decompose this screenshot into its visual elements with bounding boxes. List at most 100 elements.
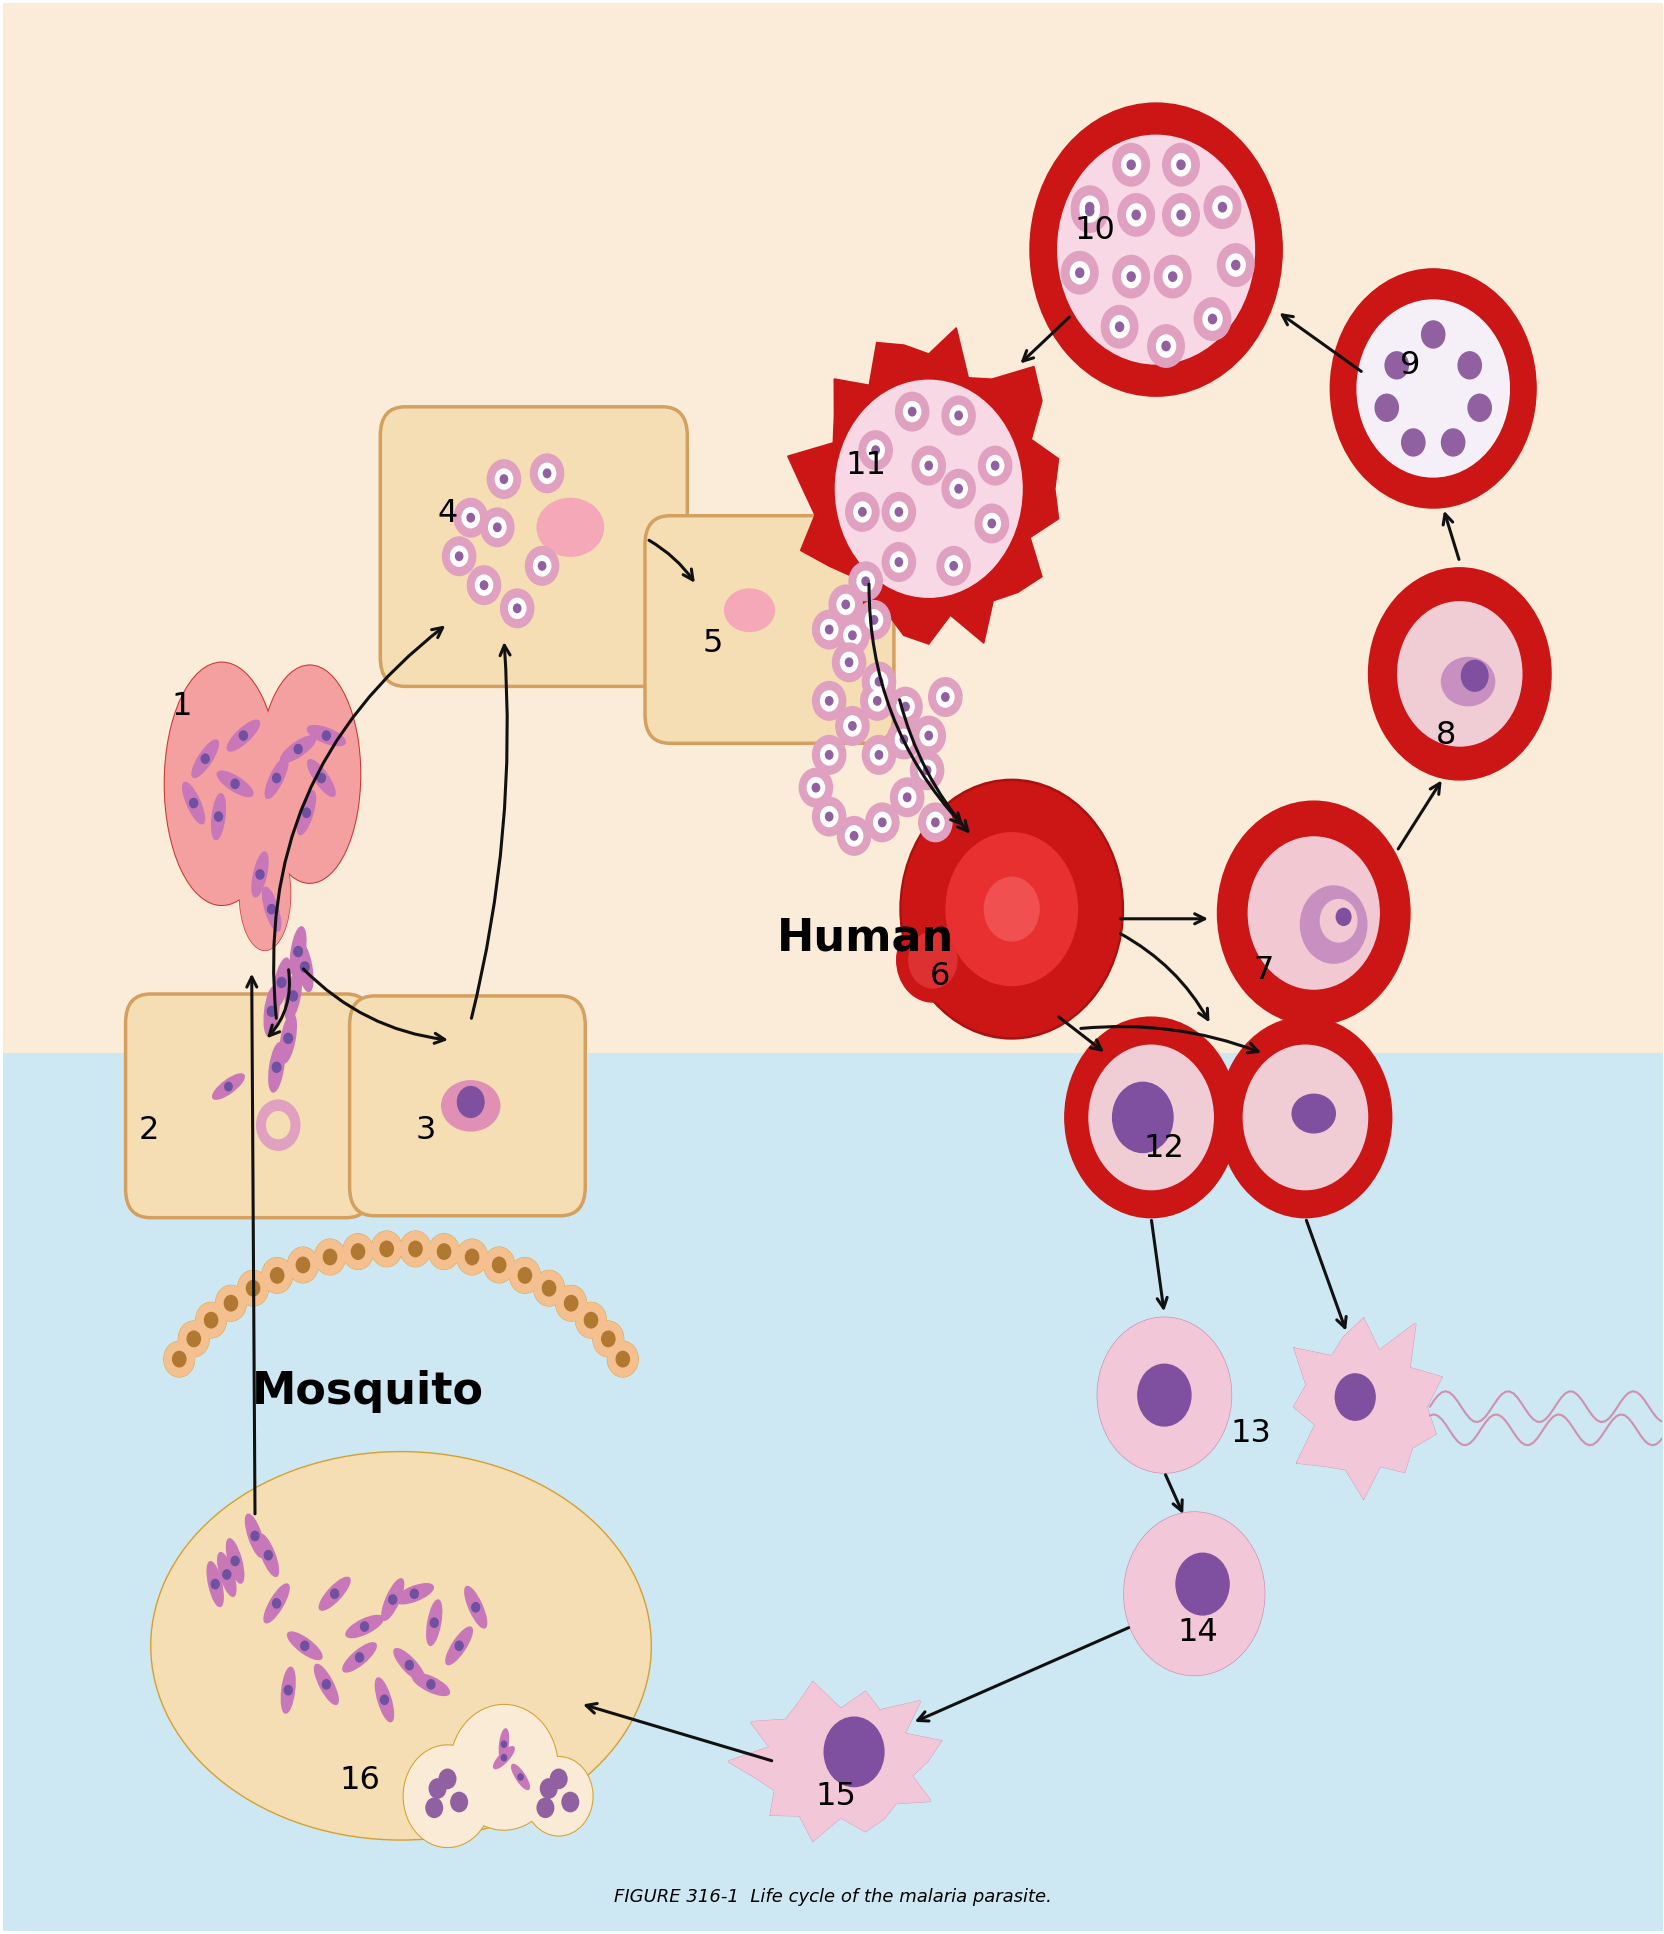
Circle shape [1441, 429, 1464, 456]
Circle shape [1231, 261, 1240, 269]
Circle shape [300, 961, 310, 973]
Circle shape [542, 470, 551, 478]
Text: 5: 5 [702, 627, 722, 658]
Ellipse shape [251, 853, 268, 897]
Circle shape [857, 601, 890, 638]
Text: 6: 6 [930, 961, 950, 992]
Ellipse shape [511, 1764, 529, 1789]
Ellipse shape [319, 1578, 349, 1611]
Circle shape [356, 1654, 363, 1661]
Circle shape [278, 977, 286, 988]
Circle shape [429, 1234, 459, 1269]
FancyBboxPatch shape [644, 516, 894, 743]
Circle shape [256, 1100, 300, 1151]
Circle shape [314, 1240, 344, 1275]
Circle shape [910, 750, 943, 789]
Circle shape [288, 990, 298, 1002]
Circle shape [501, 1754, 506, 1760]
Circle shape [1243, 1044, 1366, 1189]
Circle shape [409, 1242, 423, 1257]
Circle shape [1110, 315, 1128, 338]
Ellipse shape [281, 735, 316, 762]
Circle shape [1122, 265, 1140, 288]
Circle shape [379, 1242, 393, 1257]
Circle shape [983, 878, 1038, 942]
Ellipse shape [263, 888, 281, 930]
Circle shape [865, 609, 882, 630]
Circle shape [1112, 1083, 1173, 1153]
Circle shape [1161, 143, 1198, 186]
Circle shape [1218, 1017, 1391, 1218]
Circle shape [225, 1296, 238, 1311]
Circle shape [812, 611, 845, 648]
Ellipse shape [343, 1642, 376, 1673]
Circle shape [895, 507, 902, 516]
Circle shape [1218, 203, 1226, 213]
Circle shape [1216, 801, 1409, 1025]
Text: 15: 15 [815, 1781, 855, 1812]
Circle shape [231, 1557, 240, 1567]
Circle shape [1401, 429, 1424, 456]
Circle shape [371, 1232, 401, 1267]
Circle shape [256, 870, 265, 880]
Circle shape [468, 567, 501, 605]
Circle shape [849, 563, 882, 601]
Circle shape [1127, 273, 1135, 280]
Circle shape [381, 1696, 388, 1704]
Circle shape [845, 658, 852, 667]
Circle shape [456, 551, 463, 561]
Circle shape [493, 1257, 506, 1273]
Circle shape [246, 1280, 260, 1296]
Polygon shape [729, 1683, 940, 1841]
Circle shape [404, 1746, 491, 1847]
Ellipse shape [265, 758, 288, 799]
Circle shape [541, 1779, 557, 1799]
FancyBboxPatch shape [379, 406, 687, 687]
Circle shape [165, 1342, 195, 1377]
Circle shape [825, 696, 832, 706]
Circle shape [223, 1570, 231, 1578]
Circle shape [451, 1706, 557, 1830]
Circle shape [925, 462, 932, 470]
Circle shape [513, 603, 521, 613]
Circle shape [471, 1603, 479, 1611]
Text: 9: 9 [1399, 350, 1419, 381]
Circle shape [887, 719, 920, 758]
Circle shape [401, 1232, 429, 1267]
Circle shape [493, 522, 501, 532]
Circle shape [190, 799, 198, 808]
Circle shape [1062, 251, 1097, 294]
Circle shape [1176, 211, 1185, 220]
Circle shape [443, 538, 476, 576]
Circle shape [932, 818, 938, 826]
Ellipse shape [226, 719, 260, 750]
Circle shape [293, 946, 303, 957]
Circle shape [562, 1793, 579, 1812]
Circle shape [186, 1331, 200, 1346]
Circle shape [1335, 1373, 1374, 1420]
Ellipse shape [314, 1665, 338, 1704]
Circle shape [1088, 1044, 1213, 1189]
Text: 10: 10 [1073, 215, 1115, 246]
Circle shape [501, 1741, 506, 1746]
Circle shape [975, 505, 1008, 543]
Ellipse shape [1441, 658, 1494, 706]
Circle shape [832, 642, 865, 681]
Circle shape [799, 768, 832, 806]
Circle shape [178, 1321, 208, 1356]
Ellipse shape [280, 1013, 296, 1064]
Circle shape [904, 402, 920, 422]
Circle shape [273, 1599, 281, 1607]
Circle shape [296, 1257, 310, 1273]
Circle shape [404, 1661, 413, 1669]
Circle shape [812, 797, 845, 835]
Circle shape [945, 555, 962, 576]
Circle shape [285, 1033, 293, 1042]
Circle shape [859, 507, 865, 516]
Ellipse shape [394, 1584, 433, 1603]
Circle shape [1216, 244, 1253, 286]
Circle shape [1203, 308, 1221, 331]
Circle shape [820, 619, 837, 640]
Circle shape [1203, 186, 1240, 228]
Circle shape [1320, 899, 1356, 942]
